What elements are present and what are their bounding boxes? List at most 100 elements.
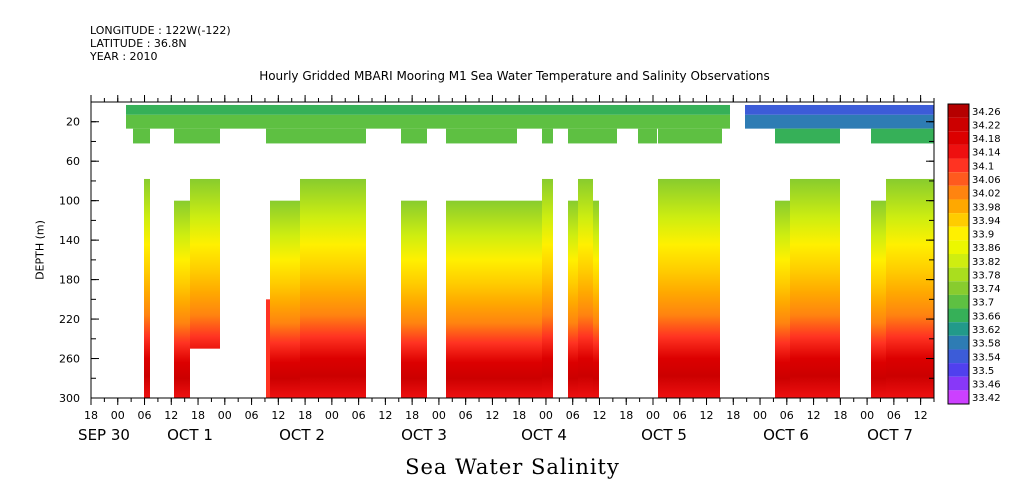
- surface-band-top-low: [745, 104, 934, 115]
- colorbar-swatch: [948, 267, 969, 282]
- x-date-label: SEP 30: [78, 426, 130, 444]
- deep-salinity-block: [446, 200, 553, 398]
- x-date-label: OCT 5: [641, 426, 687, 444]
- colorbar-label: 34.06: [972, 175, 1001, 186]
- x-hour-tick-label: 06: [673, 409, 687, 422]
- segment-40m: [401, 128, 427, 144]
- surface-band-mid-low: [745, 114, 934, 129]
- variable-label: Sea Water Salinity: [405, 455, 620, 479]
- x-hour-tick-label: 00: [646, 409, 660, 422]
- y-tick-label: 60: [66, 155, 80, 168]
- y-tick-label: 20: [66, 116, 80, 129]
- heatmap-field: [126, 104, 934, 398]
- x-hour-tick-label: 12: [271, 409, 285, 422]
- x-hour-tick-label: 18: [84, 409, 98, 422]
- segment-40m: [266, 128, 366, 144]
- x-hour-tick-label: 18: [512, 409, 526, 422]
- segment-40m: [775, 128, 840, 144]
- deep-salinity-block: [300, 178, 366, 398]
- colorbar-label: 33.58: [972, 339, 1001, 350]
- x-hour-tick-label: 18: [833, 409, 847, 422]
- x-hour-tick-label: 18: [298, 409, 312, 422]
- colorbar-label: 33.94: [972, 216, 1001, 227]
- x-hour-tick-label: 06: [138, 409, 152, 422]
- colorbar-label: 33.9: [972, 230, 994, 241]
- x-hour-tick-label: 18: [191, 409, 205, 422]
- x-hour-tick-label: 18: [726, 409, 740, 422]
- x-hour-tick-label: 00: [111, 409, 125, 422]
- x-hour-tick-label: 00: [753, 409, 767, 422]
- colorbar-swatch: [948, 349, 969, 364]
- x-hour-tick-label: 18: [405, 409, 419, 422]
- colorbar-swatch: [948, 199, 969, 214]
- colorbar-swatch: [948, 158, 969, 173]
- y-tick-label: 140: [59, 234, 80, 247]
- colorbar-swatch: [948, 131, 969, 145]
- segment-40m: [133, 128, 150, 144]
- y-tick-label: 300: [59, 392, 80, 405]
- colorbar-label: 34.1: [972, 161, 994, 172]
- x-hour-tick-label: 12: [914, 409, 928, 422]
- segment-40m: [568, 128, 617, 144]
- colorbar-swatch: [948, 213, 969, 227]
- x-hour-tick-label: 18: [619, 409, 633, 422]
- colorbar-swatch: [948, 376, 969, 391]
- deep-salinity-block: [790, 178, 840, 398]
- x-hour-tick-label: 00: [539, 409, 553, 422]
- x-hour-tick-label: 06: [245, 409, 259, 422]
- segment-40m: [542, 128, 553, 144]
- x-hour-tick-label: 06: [566, 409, 580, 422]
- colorbar-label: 33.54: [972, 352, 1001, 363]
- colorbar: 34.26 34.22 34.18 34.14 34.1 34.06 34.02 33.98 3…: [947, 103, 1001, 405]
- colorbar-label: 34.18: [972, 134, 1001, 145]
- segment-40m: [658, 128, 722, 144]
- colorbar-swatch: [948, 226, 969, 241]
- year-label: YEAR : 2010: [90, 50, 158, 63]
- y-tick-label: 260: [59, 353, 80, 366]
- deep-salinity-block: [401, 200, 427, 398]
- x-hour-tick-label: 12: [807, 409, 821, 422]
- x-hour-tick-label: 12: [164, 409, 178, 422]
- x-date-label: OCT 3: [401, 426, 447, 444]
- colorbar-label: 33.42: [972, 393, 1001, 404]
- colorbar-label: 33.86: [972, 243, 1001, 254]
- chart-title: Hourly Gridded MBARI Mooring M1 Sea Wate…: [259, 69, 770, 83]
- x-hour-tick-label: 00: [325, 409, 339, 422]
- x-date-label: OCT 2: [279, 426, 325, 444]
- colorbar-swatch: [948, 104, 969, 118]
- x-hour-tick-label: 06: [459, 409, 473, 422]
- segment-40m: [446, 128, 517, 144]
- deep-salinity-block: [144, 178, 150, 398]
- deep-salinity-block: [658, 178, 720, 398]
- x-hour-tick-label: 00: [432, 409, 446, 422]
- colorbar-label: 33.82: [972, 257, 1001, 268]
- data-gap: [150, 178, 174, 398]
- colorbar-label: 34.14: [972, 148, 1001, 159]
- y-tick-label: 180: [59, 274, 80, 287]
- x-hour-tick-label: 12: [485, 409, 499, 422]
- colorbar-label: 33.5: [972, 366, 994, 377]
- deep-salinity-block: [886, 178, 934, 398]
- x-date-label: OCT 7: [867, 426, 913, 444]
- x-date-label: OCT 6: [763, 426, 809, 444]
- colorbar-swatch: [948, 322, 969, 336]
- colorbar-swatch: [948, 363, 969, 377]
- colorbar-swatch: [948, 390, 969, 404]
- x-hour-tick-label: 06: [352, 409, 366, 422]
- x-hour-tick-label: 06: [887, 409, 901, 422]
- colorbar-swatch: [948, 254, 969, 268]
- x-hour-tick-label: 12: [700, 409, 714, 422]
- x-hour-tick-label: 00: [860, 409, 874, 422]
- colorbar-label: 33.78: [972, 270, 1001, 281]
- colorbar-swatch: [948, 308, 969, 323]
- colorbar-swatch: [948, 144, 969, 159]
- y-tick-label: 100: [59, 195, 80, 208]
- colorbar-label: 33.46: [972, 380, 1001, 391]
- data-gap: [190, 348, 220, 398]
- latitude-label: LATITUDE : 36.8N: [90, 37, 187, 50]
- colorbar-swatch: [948, 117, 969, 132]
- colorbar-swatch: [948, 240, 969, 254]
- colorbar-swatch: [948, 185, 969, 200]
- colorbar-swatch: [948, 294, 969, 309]
